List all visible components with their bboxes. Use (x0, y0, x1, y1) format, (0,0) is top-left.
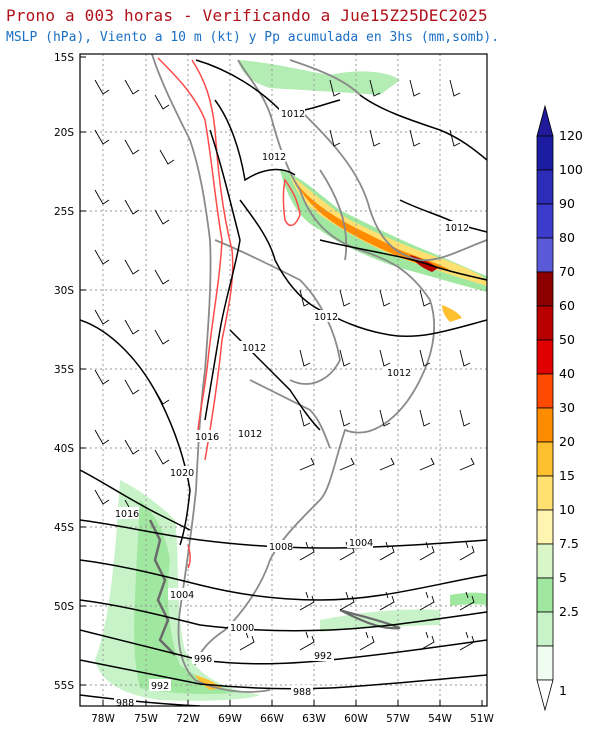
lat-label: 35S (54, 364, 74, 376)
isobar-label: 1020 (170, 468, 194, 479)
axis-ticks (80, 56, 483, 706)
colorbar-swatch (536, 645, 554, 681)
colorbar-label: 100 (559, 162, 583, 177)
isobars (80, 59, 487, 706)
colorbar-swatch (536, 407, 554, 443)
isobar-label: 988 (293, 687, 311, 698)
colorbar-swatch (536, 237, 554, 273)
lat-label: 40S (54, 443, 74, 455)
colorbar-label: 5 (559, 570, 567, 585)
lat-label: 25S (54, 206, 74, 218)
isobar-label: 1016 (195, 432, 219, 443)
longitude-labels: 78W 75W 72W 69W 66W 63W 60W 57W 54W 51W (91, 713, 494, 725)
lat-label: 20S (54, 127, 74, 139)
colorbar-label: 120 (559, 128, 583, 143)
colorbar-label: 40 (559, 366, 575, 381)
colorbar-swatch (536, 543, 554, 579)
lon-label: 72W (176, 713, 200, 725)
isobar-label: 992 (314, 651, 332, 662)
isobar-label: 992 (151, 681, 169, 692)
colorbar-label: 70 (559, 264, 575, 279)
isobar-label: 996 (194, 654, 212, 665)
lon-label: 75W (134, 713, 158, 725)
colorbar-label: 7.5 (559, 536, 579, 551)
latitude-labels: 15S 20S 25S 30S 35S 40S 45S 50S 55S (54, 52, 74, 692)
lon-label: 54W (428, 713, 452, 725)
map-title: Prono a 003 horas - Verificando a Jue15Z… (6, 6, 488, 25)
isobar-label: 1000 (230, 623, 254, 634)
colorbar-label: 60 (559, 298, 575, 313)
isobar-label: 988 (116, 698, 134, 709)
colorbar-swatch (536, 441, 554, 477)
lat-label: 30S (54, 285, 74, 297)
colorbar-swatch (536, 373, 554, 409)
isobar-label: 1016 (115, 509, 139, 520)
isobar-label: 1012 (242, 343, 266, 354)
lon-label: 78W (91, 713, 115, 725)
colorbar-swatch (536, 135, 554, 171)
colorbar-label: 15 (559, 468, 575, 483)
colorbar-swatch (536, 339, 554, 375)
isobar-label: 1012 (314, 312, 338, 323)
colorbar-label: 30 (559, 400, 575, 415)
colorbar-swatch (536, 305, 554, 341)
colorbar-label: 10 (559, 502, 575, 517)
orography-isoline (157, 57, 301, 569)
isobar-label: 1008 (269, 542, 293, 553)
lon-label: 63W (302, 713, 326, 725)
map-frame (79, 53, 488, 707)
colorbar-label: 2.5 (559, 604, 579, 619)
colorbar-label: 80 (559, 230, 575, 245)
colorbar-swatch (536, 611, 554, 647)
lat-label: 45S (54, 522, 74, 534)
isobar-labels: 1012 1012 1012 1012 1012 1012 1012 1016 … (113, 107, 469, 709)
isobar-label: 1012 (262, 152, 286, 163)
colorbar-swatch (536, 169, 554, 205)
map-subtitle: MSLP (hPa), Viento a 10 m (kt) y Pp acum… (6, 30, 500, 45)
isobar-label: 1004 (349, 538, 373, 549)
isobar-label: 1012 (281, 109, 305, 120)
lon-label: 57W (386, 713, 410, 725)
colorbar-swatch (536, 509, 554, 545)
colorbar-swatch (536, 271, 554, 307)
colorbar-label: 20 (559, 434, 575, 449)
lon-label: 60W (344, 713, 368, 725)
lon-label: 69W (218, 713, 242, 725)
isobar-label: 1012 (387, 368, 411, 379)
isobar-label: 1004 (170, 590, 194, 601)
colorbar-swatch (536, 475, 554, 511)
lon-label: 66W (260, 713, 284, 725)
lat-label: 15S (54, 52, 74, 64)
colorbar-swatch (536, 577, 554, 613)
colorbar-label: 50 (559, 332, 575, 347)
wind-barbs (94, 79, 475, 651)
lon-label: 51W (470, 713, 494, 725)
colorbar-label: 90 (559, 196, 575, 211)
isobar-label: 1012 (238, 429, 262, 440)
colorbar-label: 1 (559, 683, 567, 698)
lat-label: 50S (54, 601, 74, 613)
colorbar-swatch (536, 203, 554, 239)
colorbar-arrow-bottom (536, 679, 554, 712)
graticule (80, 54, 487, 706)
colorbar-arrow-top (536, 104, 554, 137)
precipitation-colorbar: 120 100 90 80 70 60 50 40 30 20 15 10 7.5 5 2.5 1 (536, 104, 583, 712)
isobar-label: 1012 (445, 223, 469, 234)
lat-label: 55S (54, 680, 74, 692)
